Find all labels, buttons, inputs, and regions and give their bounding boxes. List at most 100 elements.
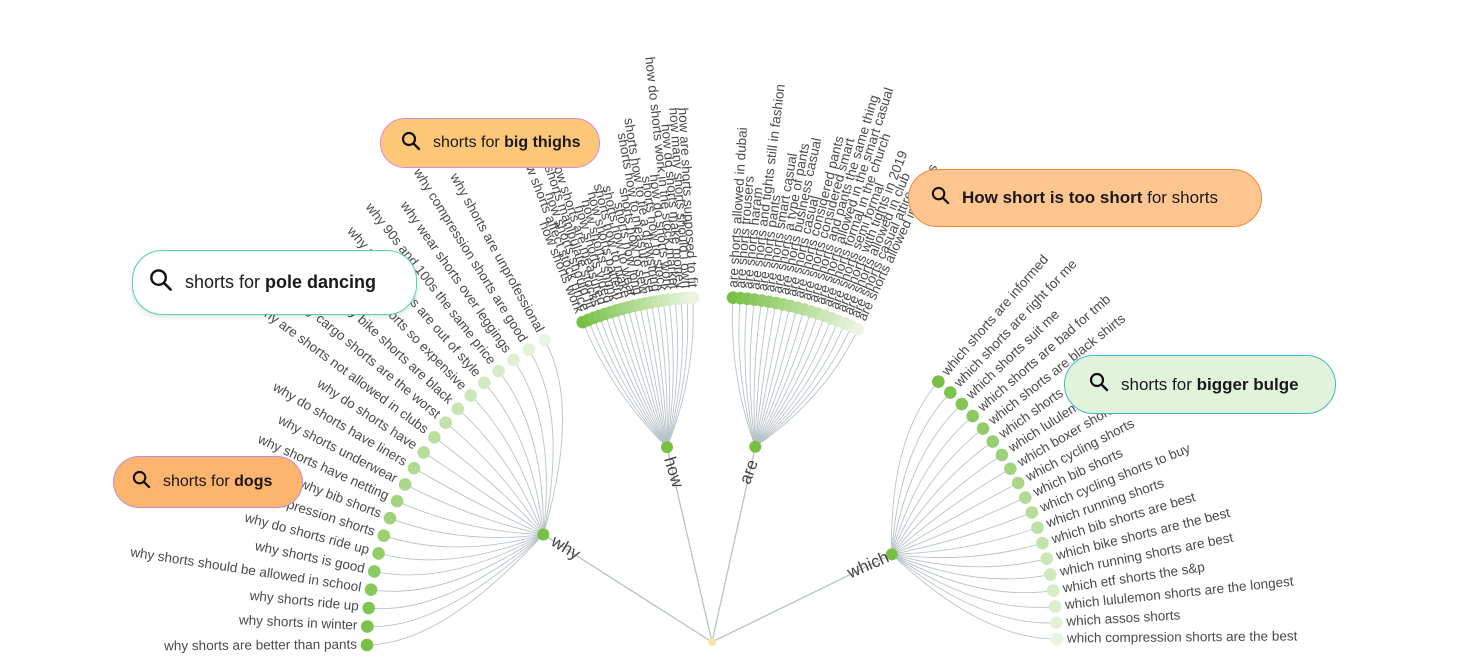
leaf-node[interactable] <box>451 402 465 415</box>
keyword-label[interactable]: why shorts are better than pants <box>163 637 357 654</box>
branch-label-which[interactable]: which <box>843 547 891 582</box>
leaf-link <box>645 303 668 448</box>
link-layer <box>367 297 1057 646</box>
leaf-node[interactable] <box>686 291 700 304</box>
leaf-node[interactable] <box>507 353 520 367</box>
leaf-node[interactable] <box>428 430 441 444</box>
leaf-node[interactable] <box>944 386 957 399</box>
leaf-node[interactable] <box>377 529 391 542</box>
suggestion-pill-bigger-bulge[interactable]: shorts for bigger bulge <box>1064 355 1336 414</box>
leaf-node[interactable] <box>976 422 990 435</box>
leaf-link <box>891 497 1026 555</box>
leaf-node[interactable] <box>360 638 374 652</box>
leaf-node[interactable] <box>932 375 945 388</box>
trunk-link <box>711 553 893 643</box>
leaf-node[interactable] <box>1044 568 1057 581</box>
leaf-node[interactable] <box>1036 536 1049 550</box>
leaf-node[interactable] <box>1031 521 1044 534</box>
leaf-node[interactable] <box>1011 476 1025 490</box>
leaf-link <box>891 553 1047 568</box>
leaf-node[interactable] <box>398 478 412 491</box>
leaf-link <box>604 313 668 448</box>
leaf-node[interactable] <box>1040 552 1054 565</box>
branch-node-why[interactable] <box>537 528 550 541</box>
leaf-link <box>368 534 544 610</box>
leaf-node[interactable] <box>851 323 865 336</box>
leaf-node[interactable] <box>1004 462 1017 476</box>
leaf-node[interactable] <box>995 448 1009 462</box>
leaf-node[interactable] <box>538 333 552 347</box>
leaf-link <box>378 534 544 561</box>
pill-text: shorts for pole dancing <box>185 272 377 292</box>
branch-label-how[interactable]: how <box>660 454 687 490</box>
suggestion-pill-dogs[interactable]: shorts for dogs <box>113 456 303 508</box>
leaf-link <box>754 315 825 448</box>
leaf-link <box>367 534 544 646</box>
leaf-link <box>370 534 544 592</box>
leaf-node[interactable] <box>492 364 505 378</box>
leaf-node[interactable] <box>464 389 478 402</box>
branch-node-which[interactable] <box>885 548 898 561</box>
leaf-link <box>754 309 805 447</box>
trunk-link <box>666 446 713 643</box>
keyword-label[interactable]: which assos shorts <box>1065 607 1181 628</box>
leaf-link <box>383 534 544 548</box>
leaf-node[interactable] <box>966 409 980 423</box>
leaf-link <box>582 321 668 448</box>
leaf-node[interactable] <box>1046 584 1060 597</box>
leaf-link <box>627 307 668 448</box>
leaf-link <box>470 395 544 535</box>
leaf-link <box>367 534 544 627</box>
leaf-link <box>498 370 544 535</box>
leaf-node[interactable] <box>439 416 452 429</box>
leaf-node[interactable] <box>1050 632 1064 646</box>
leaf-link <box>891 482 1019 555</box>
leaf-node[interactable] <box>986 435 1000 448</box>
leaf-link <box>891 381 939 555</box>
pill-text: shorts for big thighs <box>433 134 581 151</box>
leaf-node[interactable] <box>407 461 421 475</box>
suggestion-pill-how-short[interactable]: How short is too short for shorts <box>908 169 1262 227</box>
trunk-link <box>711 446 756 643</box>
node-layer <box>360 291 1064 652</box>
leaf-node[interactable] <box>364 583 378 596</box>
keyword-label[interactable]: why shorts in winter <box>238 612 359 632</box>
leaf-node[interactable] <box>362 601 375 615</box>
leaf-node[interactable] <box>383 511 397 525</box>
leaf-link <box>731 297 756 447</box>
leaf-link <box>755 329 859 448</box>
keyword-label[interactable]: why shorts should be allowed in school <box>128 544 362 594</box>
leaf-link <box>754 301 770 447</box>
leaf-link <box>374 534 544 576</box>
leaf-node[interactable] <box>361 620 374 633</box>
leaf-node[interactable] <box>477 376 491 390</box>
branch-label-why[interactable]: why <box>547 531 584 564</box>
leaf-node[interactable] <box>417 446 431 459</box>
pill-text: How short is too short for shorts <box>962 188 1218 207</box>
leaf-link <box>754 304 784 447</box>
leaf-link <box>528 349 554 535</box>
leaf-link <box>666 297 694 448</box>
leaf-node[interactable] <box>1019 491 1032 504</box>
leaf-node[interactable] <box>372 547 385 560</box>
leaf-link <box>513 359 547 535</box>
leaf-link <box>755 326 852 448</box>
leaf-node[interactable] <box>522 343 536 356</box>
leaf-node[interactable] <box>1025 506 1039 519</box>
leaf-node[interactable] <box>390 494 404 508</box>
leaf-link <box>483 382 544 535</box>
branch-node-are[interactable] <box>749 440 762 453</box>
suggestion-pill-pole-dancing[interactable]: shorts for pole dancing <box>132 250 417 315</box>
branch-label-are[interactable]: are <box>736 457 762 487</box>
leaf-node[interactable] <box>1048 600 1062 613</box>
suggestion-pill-big-thighs[interactable]: shorts for big thighs <box>380 118 600 168</box>
leaf-link <box>754 305 791 447</box>
branch-node-how[interactable] <box>661 441 674 454</box>
leaf-node[interactable] <box>955 397 969 411</box>
leaf-link <box>891 553 1057 624</box>
leaf-node[interactable] <box>367 565 381 578</box>
leaf-link <box>891 542 1043 559</box>
keyword-label[interactable]: which compression shorts are the best <box>1066 628 1298 645</box>
leaf-node[interactable] <box>1050 616 1063 630</box>
leaf-link <box>754 320 839 448</box>
